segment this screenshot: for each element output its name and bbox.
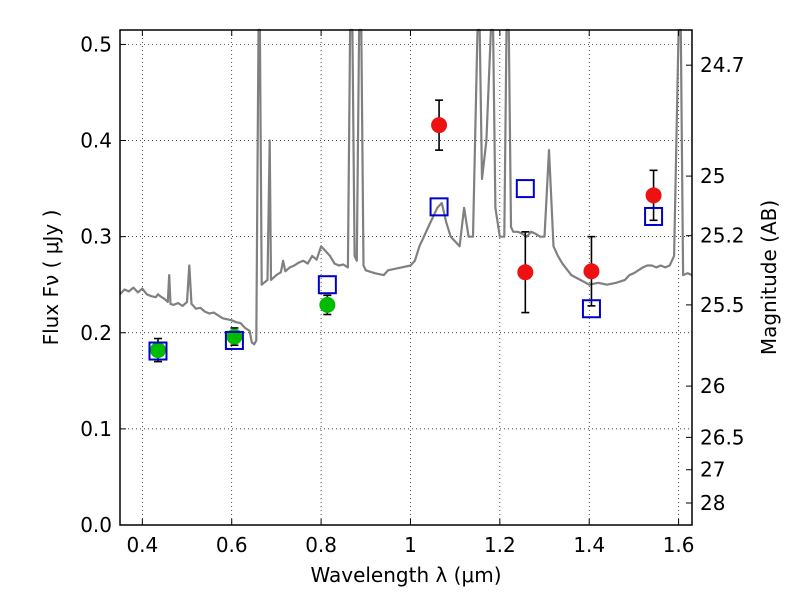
model-point xyxy=(148,341,168,361)
x-tick-label: 0.4 xyxy=(126,533,158,557)
right-tick-label: 28 xyxy=(700,491,725,515)
data-point xyxy=(583,263,600,280)
right-tick-label: 24.7 xyxy=(700,53,745,77)
data-point xyxy=(319,296,336,313)
x-tick-label: 0.8 xyxy=(305,533,337,557)
x-tick-label: 1.6 xyxy=(663,533,695,557)
right-tick-label: 27 xyxy=(700,458,725,482)
data-point xyxy=(517,264,534,281)
x-axis-label: Wavelength λ (μm) xyxy=(310,563,501,587)
plot-area xyxy=(119,28,693,363)
right-tick-label: 25 xyxy=(700,164,725,188)
right-tick-label: 25.5 xyxy=(700,293,745,317)
y-tick-label: 0.3 xyxy=(80,225,112,249)
grid xyxy=(120,30,692,526)
ticks: 0.4 0.6 0.8 1 1.2 1.4 1.6 0.0 0.1 0.2 0.3 0.4 0.5 24.… xyxy=(80,30,745,557)
right-tick-label: 25.2 xyxy=(700,224,745,248)
model-point xyxy=(581,299,601,319)
model-point xyxy=(515,179,535,199)
right-axis-label: Magnitude (AB) xyxy=(757,200,781,355)
right-tick-label: 26.5 xyxy=(700,425,745,449)
model-point xyxy=(644,206,664,226)
model-spectrum-line xyxy=(119,28,693,346)
model-point xyxy=(429,197,449,217)
model-point xyxy=(224,330,244,350)
y-tick-label: 0.2 xyxy=(80,321,112,345)
y-tick-label: 0.5 xyxy=(80,32,112,56)
y-axis-label: Flux Fν ( μJy ) xyxy=(39,210,63,346)
model-point xyxy=(317,275,337,295)
right-tick-label: 26 xyxy=(700,374,725,398)
x-tick-label: 1.2 xyxy=(484,533,516,557)
y-tick-label: 0.4 xyxy=(80,129,112,153)
x-tick-label: 0.6 xyxy=(216,533,248,557)
y-tick-label: 0.0 xyxy=(80,513,112,537)
data-point xyxy=(431,117,448,134)
y-tick-label: 0.1 xyxy=(80,417,112,441)
x-tick-label: 1 xyxy=(404,533,417,557)
data-point xyxy=(149,342,166,359)
data-point xyxy=(645,187,662,204)
x-tick-label: 1.4 xyxy=(573,533,605,557)
axes-frame xyxy=(119,29,693,526)
